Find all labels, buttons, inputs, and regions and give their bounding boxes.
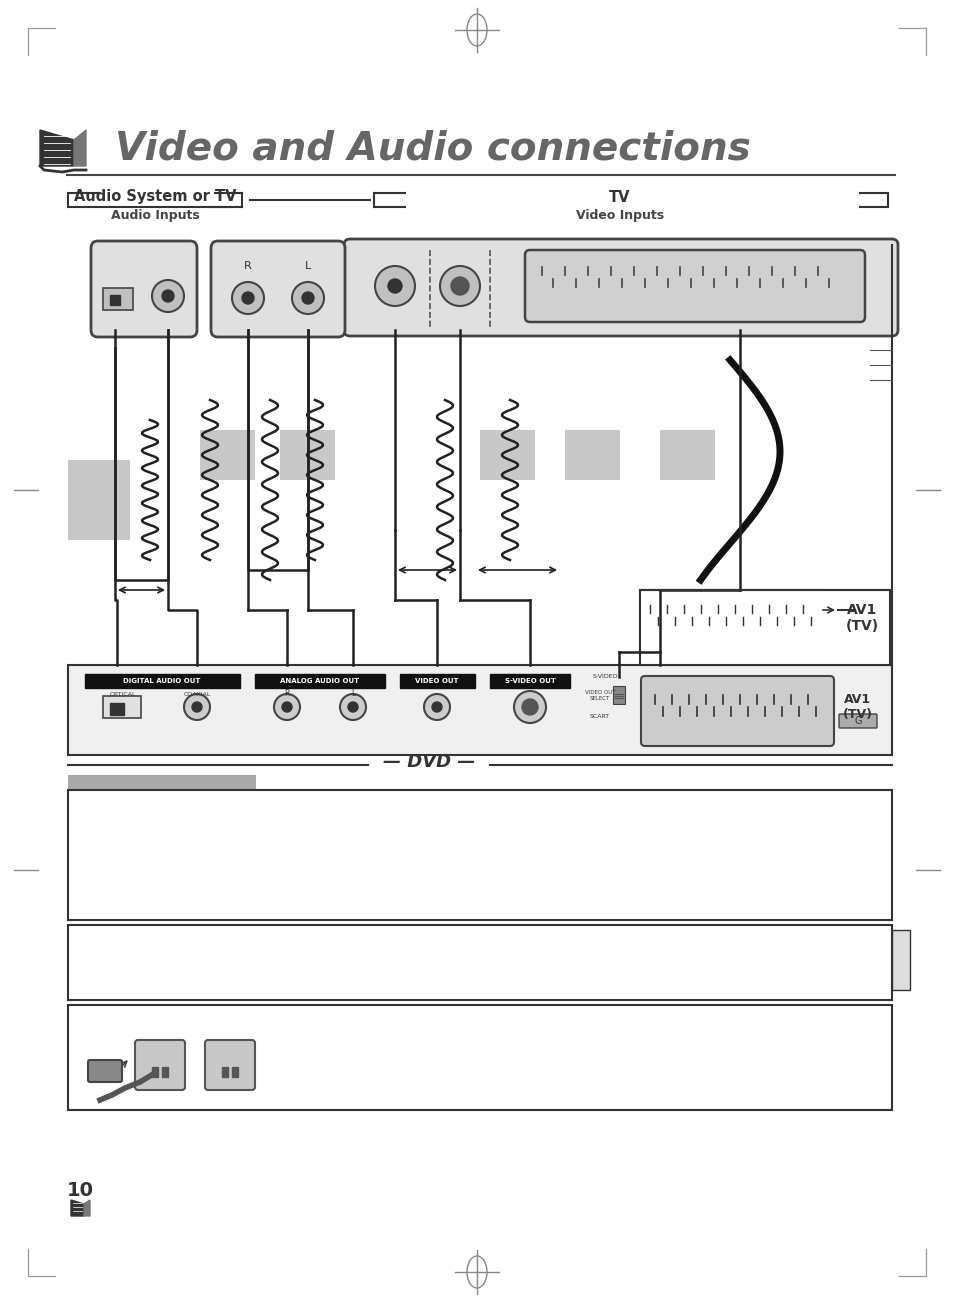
FancyBboxPatch shape <box>211 241 345 336</box>
Text: 10: 10 <box>67 1180 94 1200</box>
Bar <box>110 295 120 305</box>
Polygon shape <box>84 1200 90 1217</box>
Circle shape <box>184 694 210 720</box>
Bar <box>110 703 124 715</box>
Bar <box>162 1067 168 1077</box>
Bar <box>68 665 891 755</box>
Bar <box>152 1067 158 1077</box>
Text: TV: TV <box>609 189 630 205</box>
Circle shape <box>521 699 537 715</box>
Bar <box>232 1067 237 1077</box>
FancyBboxPatch shape <box>205 1041 254 1090</box>
Text: R: R <box>284 690 290 699</box>
Polygon shape <box>71 1200 84 1217</box>
Circle shape <box>192 702 202 712</box>
Text: — DVD —: — DVD — <box>382 752 475 771</box>
FancyBboxPatch shape <box>524 250 864 322</box>
Text: Audio System or TV: Audio System or TV <box>73 189 236 205</box>
FancyBboxPatch shape <box>135 1041 185 1090</box>
Text: AV1
(TV): AV1 (TV) <box>842 692 872 721</box>
Bar <box>891 930 909 990</box>
Bar <box>68 1005 891 1110</box>
Bar <box>103 288 132 310</box>
Bar <box>68 925 891 1000</box>
Bar <box>659 430 714 480</box>
FancyBboxPatch shape <box>838 715 876 728</box>
Circle shape <box>375 266 415 306</box>
FancyBboxPatch shape <box>91 241 196 336</box>
Circle shape <box>432 702 441 712</box>
Circle shape <box>423 694 450 720</box>
Bar <box>639 589 824 649</box>
Text: L: L <box>351 690 355 699</box>
Bar <box>399 674 475 689</box>
Circle shape <box>302 292 314 304</box>
Text: G: G <box>853 716 861 726</box>
Bar <box>68 775 255 793</box>
FancyBboxPatch shape <box>344 239 897 336</box>
Text: VIDEO OUT: VIDEO OUT <box>584 690 615 695</box>
Bar <box>103 696 141 719</box>
Bar <box>280 430 335 480</box>
Polygon shape <box>40 130 74 166</box>
Text: Audio Inputs: Audio Inputs <box>111 209 199 222</box>
FancyBboxPatch shape <box>88 1060 122 1082</box>
Text: L: L <box>305 261 311 271</box>
Text: DIGITAL AUDIO OUT: DIGITAL AUDIO OUT <box>123 678 200 685</box>
Text: S-VIDEO OUT: S-VIDEO OUT <box>504 678 555 685</box>
Bar <box>490 674 569 689</box>
Bar <box>222 1067 228 1077</box>
Circle shape <box>388 279 401 293</box>
Circle shape <box>339 694 366 720</box>
Text: R: R <box>244 261 252 271</box>
Circle shape <box>232 282 264 314</box>
Bar <box>85 674 240 689</box>
Circle shape <box>162 289 173 303</box>
Circle shape <box>242 292 253 304</box>
Text: S-VIDEO: S-VIDEO <box>592 674 618 679</box>
Circle shape <box>348 702 357 712</box>
Circle shape <box>274 694 299 720</box>
Circle shape <box>514 691 545 722</box>
Text: ANALOG AUDIO OUT: ANALOG AUDIO OUT <box>280 678 359 685</box>
Text: Video and Audio connections: Video and Audio connections <box>115 129 750 167</box>
Bar <box>613 686 624 704</box>
Text: SELECT: SELECT <box>589 696 610 702</box>
Text: COAXIAL: COAXIAL <box>183 691 211 696</box>
Circle shape <box>292 282 324 314</box>
FancyBboxPatch shape <box>640 675 833 746</box>
Circle shape <box>282 702 292 712</box>
Polygon shape <box>74 130 86 166</box>
Circle shape <box>439 266 479 306</box>
Text: Video Inputs: Video Inputs <box>576 209 663 222</box>
Text: VIDEO OUT: VIDEO OUT <box>415 678 458 685</box>
Circle shape <box>152 280 184 312</box>
Text: OPTICAL: OPTICAL <box>110 691 136 696</box>
Bar <box>254 674 385 689</box>
Text: SCART: SCART <box>589 713 609 719</box>
Bar <box>68 790 891 921</box>
Text: AV1
(TV): AV1 (TV) <box>844 602 878 634</box>
Bar <box>564 430 619 480</box>
Bar <box>479 430 535 480</box>
Circle shape <box>451 276 469 295</box>
Bar <box>200 430 254 480</box>
Bar <box>639 589 889 665</box>
Bar <box>68 460 130 540</box>
